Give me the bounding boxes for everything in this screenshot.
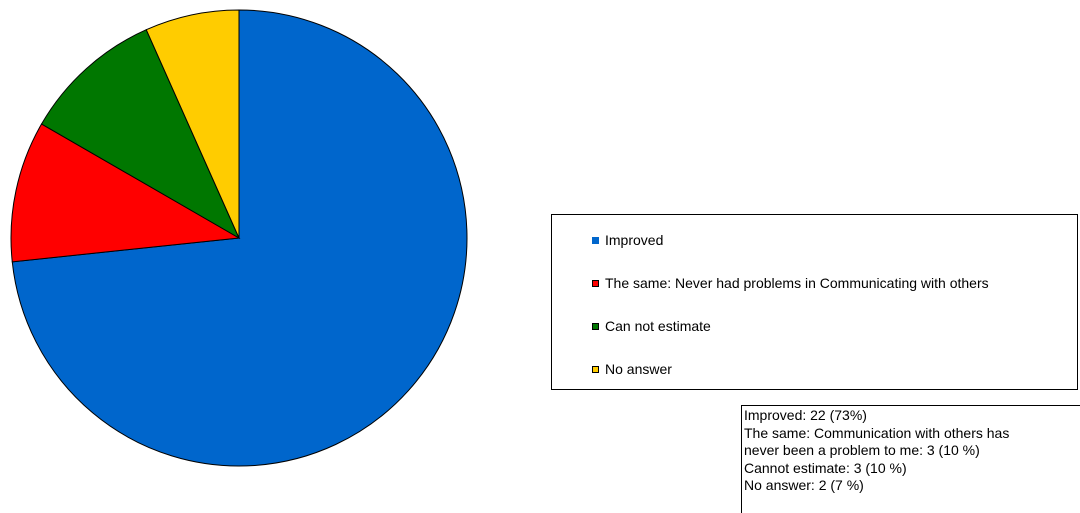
- summary-line: Cannot estimate: 3 (10 %): [744, 459, 907, 476]
- legend-swatch-no-answer: [592, 365, 599, 373]
- legend-item-improved: Improved: [592, 232, 663, 248]
- summary-line: never been a problem to me: 3 (10 %): [744, 442, 980, 458]
- legend-label-no-answer: No answer: [605, 361, 672, 377]
- summary-line: Improved: 22 (73%): [744, 407, 867, 423]
- pie-chart: [10, 9, 468, 467]
- pie-slice-no-answer: [145, 9, 240, 239]
- summary-line: No answer: 2 (7 %): [744, 477, 864, 493]
- legend-item-no-answer: No answer: [592, 361, 672, 377]
- summary-line: The same: Communication with others has: [744, 424, 1010, 441]
- legend-label-cannot-estimate: Can not estimate: [605, 318, 711, 334]
- legend-label-improved: Improved: [605, 232, 664, 248]
- legend-item-cannot-estimate: Can not estimate: [592, 318, 711, 334]
- legend-swatch-improved: [592, 236, 599, 244]
- legend-swatch-same: [592, 279, 599, 287]
- legend-label-same: The same: Never had problems in Communic…: [605, 275, 989, 291]
- legend-swatch-cannot-estimate: [592, 322, 599, 330]
- pie-slice-cannot-estimate: [40, 29, 241, 240]
- chart-legend: Improved The same: Never had problems in…: [551, 214, 1078, 390]
- pie-slice-same: [10, 123, 241, 263]
- legend-item-same: The same: Never had problems in Communic…: [592, 275, 989, 291]
- results-summary: Improved: 22 (73%) The same: Communicati…: [741, 405, 1080, 513]
